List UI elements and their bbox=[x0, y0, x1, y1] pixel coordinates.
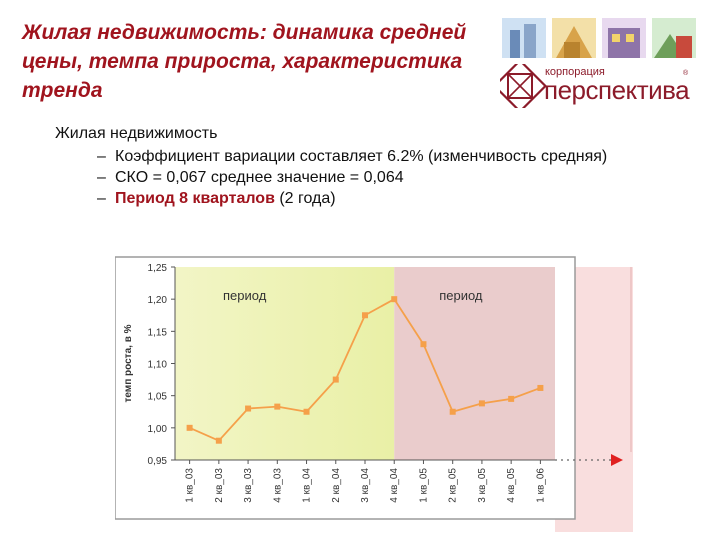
growth-rate-chart: период период 1,25 1,20 1,15 1,10 1,05 1,00 0,95… bbox=[115, 256, 633, 532]
x-tick-label: 1 кв_04 bbox=[302, 468, 313, 503]
period-label: период bbox=[439, 288, 483, 303]
bullet-item: – Коэффициент вариации составляет 6.2% (… bbox=[55, 146, 655, 167]
y-tick-label: 1,05 bbox=[148, 392, 168, 403]
x-tick-label: 2 кв_03 bbox=[214, 468, 225, 503]
logo-text-small: корпорация bbox=[545, 66, 605, 78]
y-axis-label: темп роста, в % bbox=[123, 324, 134, 402]
data-point bbox=[332, 376, 339, 383]
bullet-period-rest: (2 года) bbox=[274, 190, 336, 207]
data-point bbox=[303, 408, 310, 415]
data-point bbox=[508, 395, 515, 402]
data-point bbox=[391, 296, 398, 303]
period-label: период bbox=[223, 288, 267, 303]
building-icon bbox=[552, 18, 596, 58]
arrow-icon bbox=[611, 454, 623, 466]
y-tick-label: 1,15 bbox=[148, 327, 168, 338]
x-tick-label: 1 кв_05 bbox=[418, 468, 429, 503]
x-tick-label: 2 кв_04 bbox=[331, 468, 342, 503]
decorative-tiles bbox=[502, 18, 696, 58]
logo-text: перспектива bbox=[544, 75, 690, 105]
page-title: Жилая недвижимость: динамика средней цен… bbox=[22, 21, 467, 102]
x-tick-label: 3 кв_04 bbox=[360, 468, 371, 503]
bullet-item: – СКО = 0,067 среднее значение = 0,064 bbox=[55, 167, 655, 188]
y-tick-label: 1,10 bbox=[148, 360, 168, 371]
bullet-text: СКО = 0,067 среднее значение = 0,064 bbox=[115, 169, 404, 186]
x-tick-label: 4 кв_04 bbox=[389, 468, 400, 503]
y-tick-label: 1,25 bbox=[148, 263, 168, 274]
company-logo-icon bbox=[500, 64, 548, 108]
y-tick-label: 1,20 bbox=[148, 295, 168, 306]
data-point bbox=[449, 408, 456, 415]
bullet-item: – Период 8 кварталов (2 года) bbox=[55, 188, 655, 209]
period-band bbox=[175, 267, 395, 460]
building-icon bbox=[652, 18, 696, 58]
data-point bbox=[362, 312, 368, 319]
bullet-dash: – bbox=[97, 190, 106, 207]
building-icon bbox=[502, 18, 546, 58]
period-band bbox=[394, 267, 555, 460]
data-point bbox=[186, 424, 193, 431]
data-point bbox=[537, 384, 544, 391]
bullet-dash: – bbox=[97, 169, 106, 186]
x-tick-label: 1 кв_03 bbox=[185, 468, 196, 503]
bullet-list: Жилая недвижимость – Коэффициент вариаци… bbox=[55, 123, 655, 209]
x-tick-label: 2 кв_05 bbox=[448, 468, 459, 503]
bullet-period-bold: Период 8 кварталов bbox=[115, 190, 275, 207]
registered-mark-icon: ® bbox=[683, 70, 689, 77]
data-point bbox=[420, 341, 427, 348]
x-tick-label: 1 кв_06 bbox=[535, 468, 546, 503]
bullet-dash: – bbox=[97, 148, 106, 165]
data-point bbox=[274, 403, 281, 410]
y-tick-label: 1,00 bbox=[148, 424, 168, 435]
y-tick-label: 0,95 bbox=[148, 456, 168, 467]
x-tick-label: 4 кв_03 bbox=[272, 468, 283, 503]
data-point bbox=[478, 400, 485, 407]
building-icon bbox=[602, 18, 646, 58]
x-tick-label: 3 кв_03 bbox=[243, 468, 254, 503]
bullet-text: Коэффициент вариации составляет 6.2% (из… bbox=[115, 148, 608, 165]
data-point bbox=[245, 405, 252, 412]
x-tick-label: 4 кв_05 bbox=[506, 468, 517, 503]
data-point bbox=[215, 437, 222, 444]
x-tick-label: 3 кв_05 bbox=[477, 468, 488, 503]
bullet-heading: Жилая недвижимость bbox=[55, 125, 218, 142]
